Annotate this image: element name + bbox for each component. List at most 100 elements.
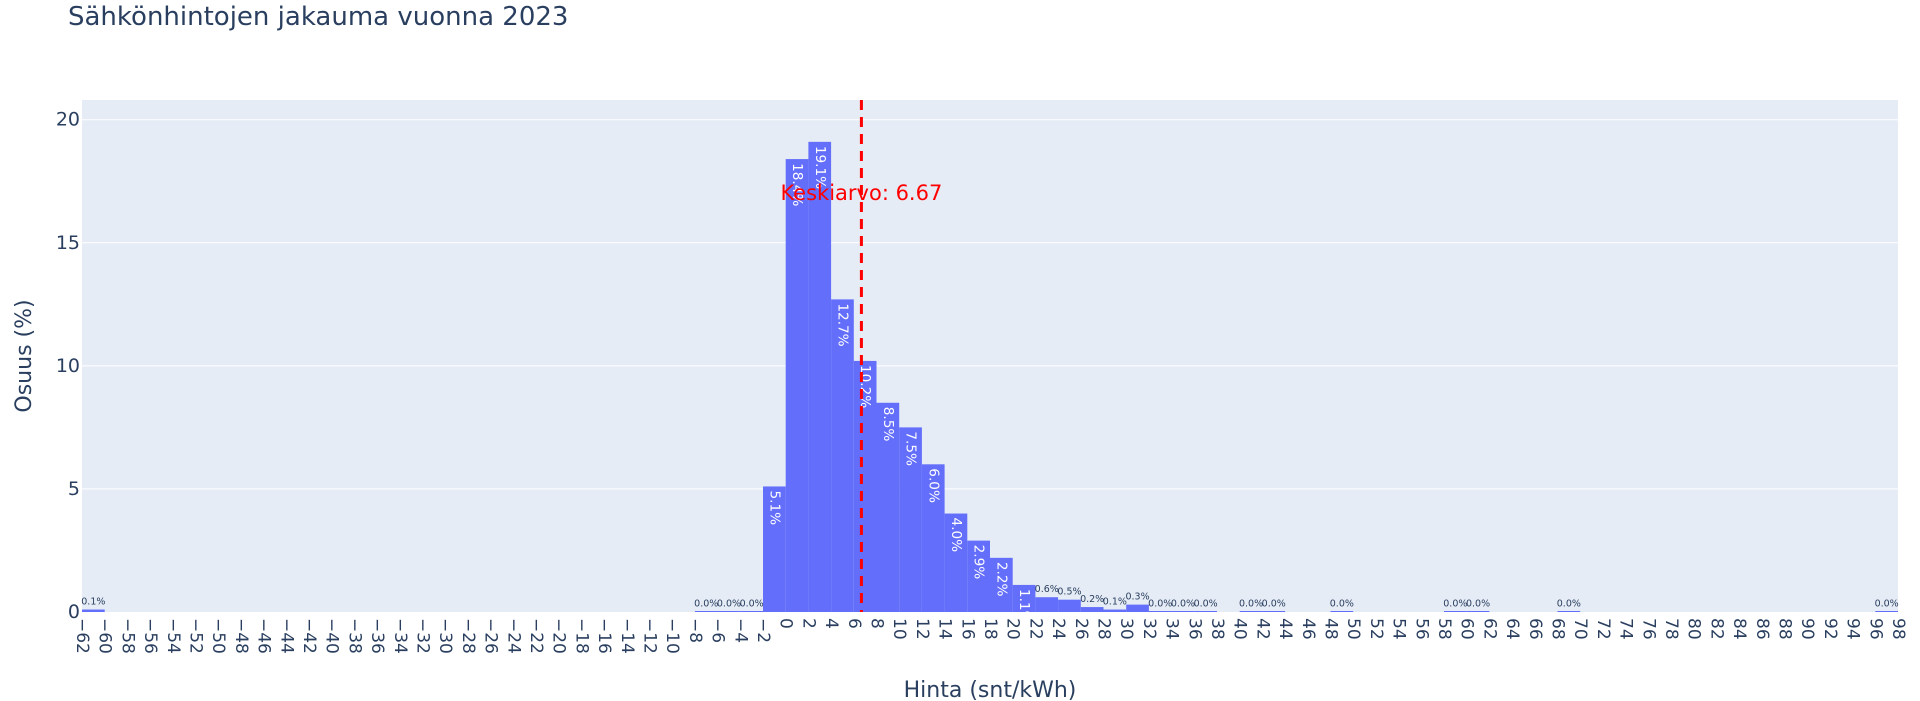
x-tick-label: −50 — [208, 618, 228, 654]
x-tick-label: −34 — [390, 618, 410, 654]
bar-value-label: 6.0% — [925, 468, 941, 503]
histogram-bar — [1194, 611, 1217, 612]
histogram-bar — [1466, 611, 1490, 612]
histogram-bar — [1126, 604, 1149, 612]
bar-value-label: 0.0% — [1466, 599, 1490, 610]
bar-value-label: 0.0% — [1262, 599, 1286, 610]
x-tick-label: 20 — [1003, 618, 1023, 640]
x-tick-label: 18 — [980, 618, 1000, 640]
x-tick-label: −56 — [140, 618, 160, 654]
bar-value-label: 0.5% — [1057, 587, 1081, 598]
bar-value-label: 4.0% — [948, 518, 964, 553]
x-tick-label: −12 — [640, 618, 660, 654]
histogram-bar — [1262, 611, 1286, 612]
x-tick-label: −2 — [753, 618, 773, 643]
x-tick-label: −54 — [163, 618, 183, 654]
histogram-bar — [921, 464, 945, 612]
x-tick-label: 6 — [844, 618, 864, 629]
x-tick-label: 80 — [1684, 618, 1704, 640]
y-tick-label: 5 — [68, 478, 80, 500]
y-tick-label: 10 — [56, 355, 80, 377]
x-tick-label: −58 — [117, 618, 137, 654]
x-tick-label: −30 — [435, 618, 455, 654]
x-tick-label: −6 — [708, 618, 728, 643]
histogram-bar — [990, 557, 1013, 612]
x-tick-label: −8 — [685, 618, 705, 643]
x-tick-label: 78 — [1661, 618, 1681, 640]
bar-value-label: 2.2% — [993, 562, 1009, 597]
y-axis-title: Osuus (%) — [12, 299, 37, 412]
histogram-bar — [82, 609, 105, 612]
histogram-bar — [1103, 609, 1127, 612]
x-tick-label: 48 — [1321, 618, 1341, 640]
histogram-bar — [967, 540, 990, 612]
x-tick-label: 44 — [1275, 618, 1295, 640]
x-tick-label: 62 — [1479, 618, 1499, 640]
x-tick-label: −42 — [299, 618, 319, 654]
x-tick-label: 84 — [1729, 618, 1749, 640]
x-tick-label: 40 — [1230, 618, 1250, 640]
x-tick-label: 8 — [867, 618, 887, 629]
x-tick-label: 92 — [1820, 618, 1840, 640]
histogram-bar — [1444, 611, 1467, 612]
x-tick-label: 34 — [1162, 618, 1182, 640]
x-tick-label: 52 — [1366, 618, 1386, 640]
x-tick-label: −28 — [458, 618, 478, 654]
histogram-bar — [944, 513, 968, 612]
x-tick-label: −10 — [662, 618, 682, 654]
histogram-bar — [876, 402, 900, 612]
x-tick-label: 56 — [1411, 618, 1431, 640]
x-tick-label: 70 — [1570, 618, 1590, 640]
x-tick-label: −46 — [254, 618, 274, 654]
x-tick-label: 94 — [1843, 618, 1863, 640]
x-tick-label: 66 — [1525, 618, 1545, 640]
x-tick-label: 46 — [1298, 618, 1318, 640]
bar-value-label: 0.0% — [1148, 599, 1172, 610]
x-tick-label: 2 — [798, 618, 818, 629]
bar-value-label: 0.1% — [81, 597, 105, 608]
bar-value-label: 0.0% — [1557, 599, 1581, 610]
bar-value-label: 19.1% — [812, 146, 828, 189]
x-tick-label: 60 — [1457, 618, 1477, 640]
bar-value-label: 0.0% — [1171, 599, 1195, 610]
x-tick-label: 42 — [1252, 618, 1272, 640]
x-tick-label: 10 — [889, 618, 909, 640]
x-tick-label: −22 — [526, 618, 546, 654]
bar-value-label: 8.5% — [880, 407, 896, 442]
bar-value-label: 0.0% — [1330, 599, 1354, 610]
bar-value-label: 0.3% — [1125, 592, 1149, 603]
x-tick-label: 12 — [912, 618, 932, 640]
histogram-bar — [899, 427, 922, 612]
histogram-bar — [1035, 597, 1059, 612]
bar-value-label: 1.1% — [1016, 589, 1032, 624]
x-tick-label: 82 — [1706, 618, 1726, 640]
histogram-bar — [1239, 611, 1263, 612]
mean-annotation: Keskiarvo: 6.67 — [780, 181, 942, 205]
bar-value-label: 0.0% — [694, 599, 718, 610]
x-tick-label: 36 — [1184, 618, 1204, 640]
x-tick-label: 76 — [1638, 618, 1658, 640]
histogram-bar — [1875, 611, 1898, 612]
x-tick-label: 26 — [1071, 618, 1091, 640]
x-tick-label: −16 — [594, 618, 614, 654]
histogram-bar — [740, 611, 763, 612]
histogram-bar — [1080, 607, 1104, 612]
bar-value-label: 7.5% — [903, 431, 919, 466]
x-tick-label: −44 — [276, 618, 296, 654]
bar-value-label: 0.0% — [1239, 599, 1263, 610]
y-tick-label: 0 — [68, 601, 80, 623]
x-axis-title: Hinta (snt/kWh) — [904, 678, 1077, 701]
x-tick-label: −20 — [549, 618, 569, 654]
x-tick-label: 54 — [1389, 618, 1409, 640]
x-tick-label: −38 — [344, 618, 364, 654]
bar-value-label: 2.9% — [971, 545, 987, 580]
y-tick-label: 15 — [56, 232, 80, 254]
x-tick-label: 98 — [1888, 618, 1908, 640]
x-tick-label: 32 — [1139, 618, 1159, 640]
x-tick-label: 68 — [1548, 618, 1568, 640]
x-tick-label: 14 — [935, 618, 955, 640]
x-tick-label: 58 — [1434, 618, 1454, 640]
x-tick-label: 50 — [1343, 618, 1363, 640]
x-tick-label: −32 — [413, 618, 433, 654]
